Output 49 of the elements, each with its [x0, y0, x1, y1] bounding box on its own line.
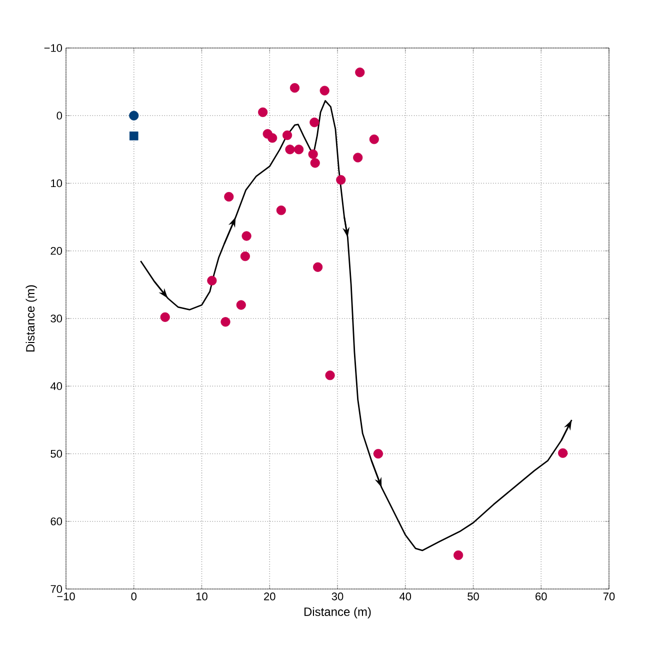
point: [285, 144, 295, 154]
point: [240, 251, 250, 262]
point: [320, 86, 330, 96]
point: [454, 550, 464, 560]
point: [258, 107, 268, 118]
point: [336, 175, 346, 185]
point: [207, 276, 217, 286]
point: [353, 152, 363, 162]
y-tick-label: 50: [50, 450, 62, 458]
point: [224, 192, 234, 202]
point: [294, 144, 304, 154]
x-tick-label: 10: [196, 592, 208, 600]
y-tick-label: 20: [50, 247, 62, 255]
x-tick-label: 40: [400, 592, 412, 600]
x-tick-label: 70: [603, 592, 615, 600]
y-tick-label: −10: [44, 44, 62, 52]
point: [558, 448, 568, 458]
point: [268, 133, 278, 143]
x-tick-label: −10: [57, 592, 75, 600]
x-tick-label: 30: [332, 592, 344, 600]
point: [220, 317, 230, 327]
x-axis-title: Distance (m): [304, 607, 371, 618]
point: [373, 448, 384, 459]
y-axis-title: Distance (m): [26, 285, 37, 352]
x-tick-label: 60: [536, 592, 547, 600]
point: [160, 312, 170, 322]
point: [129, 110, 139, 120]
point: [325, 370, 335, 380]
point: [310, 158, 320, 168]
point: [355, 68, 365, 78]
x-tick-label: 20: [264, 592, 276, 600]
point: [129, 132, 138, 140]
x-tick-label: 50: [468, 592, 479, 600]
point: [313, 262, 323, 272]
y-tick-label: 30: [50, 314, 62, 322]
y-tick-label: 60: [50, 518, 62, 526]
y-tick-label: 70: [50, 585, 62, 593]
point: [310, 118, 320, 128]
point: [282, 130, 292, 140]
y-tick-label: 10: [51, 179, 62, 188]
point: [369, 134, 379, 144]
x-tick-label: 0: [131, 592, 136, 600]
point: [276, 206, 286, 216]
point: [236, 300, 246, 310]
point: [308, 149, 318, 159]
y-tick-label: 0: [56, 112, 62, 120]
y-tick-label: 40: [50, 382, 62, 390]
point: [242, 231, 252, 241]
point: [290, 83, 300, 93]
